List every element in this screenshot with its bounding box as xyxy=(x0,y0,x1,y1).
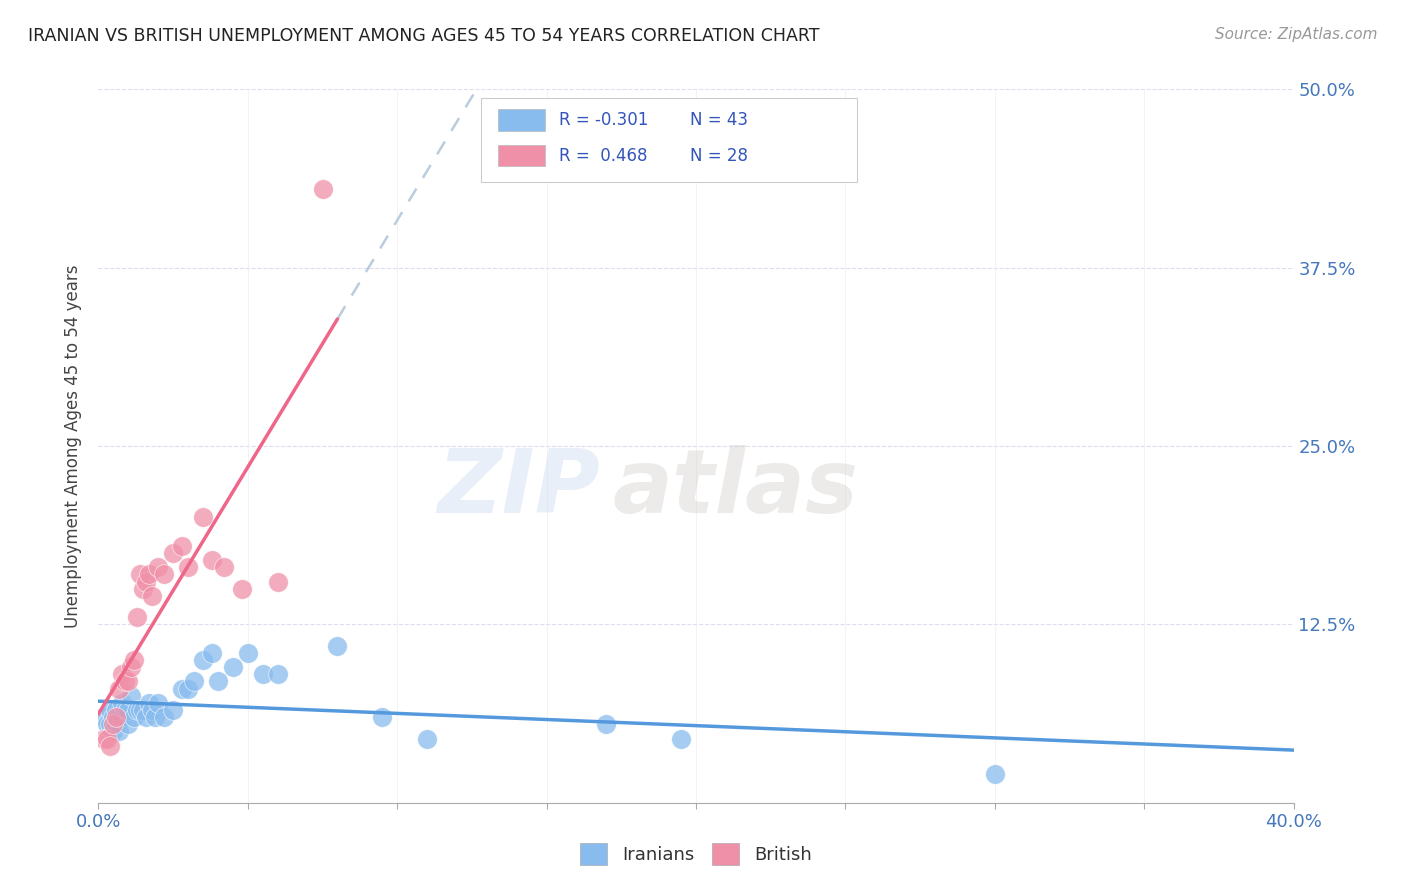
Point xyxy=(371,710,394,724)
Point xyxy=(96,731,118,746)
Point xyxy=(105,703,128,717)
Text: R = -0.301: R = -0.301 xyxy=(558,111,648,128)
Point xyxy=(231,582,253,596)
Point xyxy=(669,731,692,746)
Point xyxy=(111,696,134,710)
Point xyxy=(148,560,170,574)
Point xyxy=(135,574,157,589)
Point xyxy=(222,660,245,674)
Point xyxy=(114,703,136,717)
Text: Source: ZipAtlas.com: Source: ZipAtlas.com xyxy=(1215,27,1378,42)
Point xyxy=(201,553,224,567)
Point xyxy=(117,717,139,731)
Point xyxy=(108,710,131,724)
Point xyxy=(252,667,274,681)
Point xyxy=(105,717,128,731)
Point xyxy=(143,710,166,724)
Point xyxy=(183,674,205,689)
Point xyxy=(132,582,155,596)
Point xyxy=(108,724,131,739)
Text: R =  0.468: R = 0.468 xyxy=(558,146,647,164)
Point xyxy=(111,710,134,724)
Point xyxy=(127,610,149,624)
Point xyxy=(141,703,163,717)
Point xyxy=(120,689,142,703)
Point xyxy=(172,539,194,553)
Point xyxy=(191,510,214,524)
Point xyxy=(177,681,200,696)
Point xyxy=(267,574,290,589)
Point xyxy=(129,703,152,717)
Point xyxy=(138,696,160,710)
Point xyxy=(162,703,184,717)
Point xyxy=(93,710,115,724)
Point xyxy=(127,703,149,717)
Point xyxy=(96,717,118,731)
Point xyxy=(141,589,163,603)
Point xyxy=(595,717,617,731)
Text: N = 28: N = 28 xyxy=(690,146,748,164)
Point xyxy=(100,717,122,731)
Point xyxy=(117,674,139,689)
Point xyxy=(311,182,333,196)
Point xyxy=(153,567,176,582)
Point xyxy=(148,696,170,710)
Point xyxy=(984,767,1007,781)
Point xyxy=(129,567,152,582)
Point xyxy=(267,667,290,681)
Y-axis label: Unemployment Among Ages 45 to 54 years: Unemployment Among Ages 45 to 54 years xyxy=(65,264,83,628)
Point xyxy=(416,731,439,746)
Point xyxy=(103,717,125,731)
Point xyxy=(191,653,214,667)
FancyBboxPatch shape xyxy=(498,145,546,166)
Point xyxy=(201,646,224,660)
Point xyxy=(172,681,194,696)
Point xyxy=(138,567,160,582)
Point xyxy=(124,710,146,724)
Text: ZIP: ZIP xyxy=(437,445,600,533)
Point xyxy=(207,674,229,689)
Legend: Iranians, British: Iranians, British xyxy=(574,836,818,872)
Point xyxy=(120,660,142,674)
Point xyxy=(100,703,122,717)
FancyBboxPatch shape xyxy=(498,109,546,130)
Point xyxy=(111,667,134,681)
Text: IRANIAN VS BRITISH UNEMPLOYMENT AMONG AGES 45 TO 54 YEARS CORRELATION CHART: IRANIAN VS BRITISH UNEMPLOYMENT AMONG AG… xyxy=(28,27,820,45)
Point xyxy=(326,639,349,653)
Text: atlas: atlas xyxy=(613,445,858,533)
Point xyxy=(103,724,125,739)
Point xyxy=(212,560,235,574)
Text: N = 43: N = 43 xyxy=(690,111,748,128)
Point xyxy=(117,703,139,717)
Point xyxy=(135,710,157,724)
Point xyxy=(100,739,122,753)
Point xyxy=(108,681,131,696)
Point xyxy=(93,731,115,746)
Point xyxy=(162,546,184,560)
Point xyxy=(124,653,146,667)
Point xyxy=(103,710,125,724)
Point xyxy=(132,703,155,717)
Point xyxy=(153,710,176,724)
Point xyxy=(105,710,128,724)
Point xyxy=(114,674,136,689)
Point xyxy=(236,646,259,660)
FancyBboxPatch shape xyxy=(481,98,858,182)
Point xyxy=(177,560,200,574)
